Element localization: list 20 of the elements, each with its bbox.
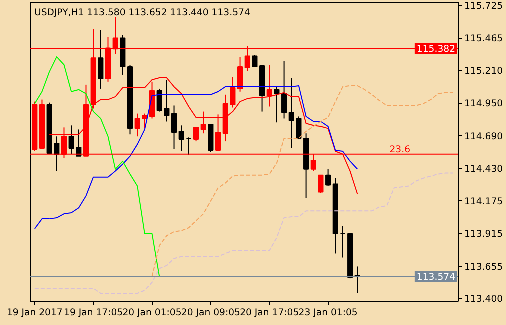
y-tick-label: 115.210 (464, 66, 504, 77)
y-tick-label: 114.175 (464, 196, 504, 208)
y-tick-label: 114.950 (464, 98, 504, 110)
y-tick-label: 115.725 (464, 0, 504, 12)
y-tick-label: 113.655 (464, 262, 504, 273)
x-tick-label: 20 Jan 01:05 (122, 308, 182, 318)
y-tick-label: 114.430 (464, 164, 504, 176)
ref-line-label: 115.382 (416, 44, 456, 56)
x-tick-label: 20 Jan 09:05 (181, 308, 241, 318)
x-tick-label: 20 Jan 17:05 (240, 308, 300, 318)
text: USDJPY,H1 113.580 113.652 113.440 113.574 (34, 8, 250, 18)
x-tick-label: 19 Jan 2017 (6, 308, 63, 318)
y-tick-label: 114.690 (464, 131, 504, 142)
y-tick-label: 115.465 (464, 34, 504, 45)
y-tick-label: 113.400 (464, 294, 504, 305)
annotation: 23.6 (390, 144, 411, 156)
y-tick-label: 113.915 (464, 229, 504, 240)
ref-line-label: 113.574 (416, 272, 456, 284)
x-tick-label: 23 Jan 01:05 (298, 308, 358, 318)
x-tick-label: 19 Jan 17:05 (64, 308, 124, 318)
